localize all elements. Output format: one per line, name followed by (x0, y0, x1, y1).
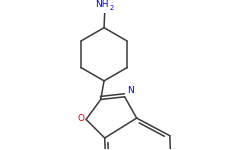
Text: N: N (127, 86, 133, 95)
Text: 2: 2 (109, 5, 113, 11)
Text: NH: NH (95, 0, 109, 9)
Text: O: O (77, 114, 84, 123)
